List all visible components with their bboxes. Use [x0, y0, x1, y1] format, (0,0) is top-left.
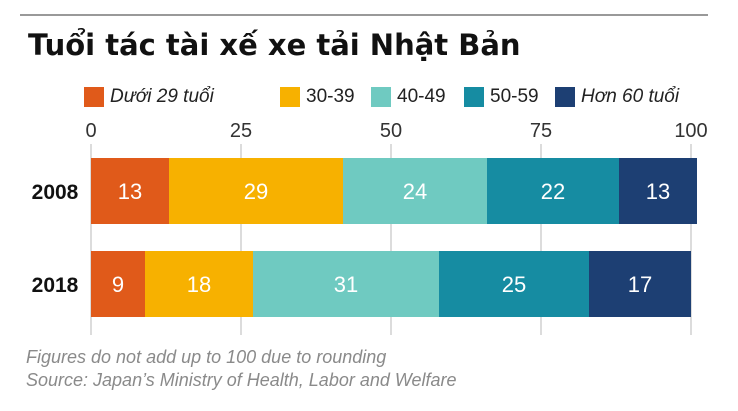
legend-item-over-60: Hơn 60 tuổi: [555, 86, 679, 108]
bar-segment: [343, 158, 487, 224]
data-label: 17: [628, 272, 652, 297]
x-tick-label: 50: [380, 120, 402, 142]
footnote-source: Source: Japan’s Ministry of Health, Labo…: [26, 370, 457, 390]
data-label: 18: [187, 272, 211, 297]
legend-swatch: [371, 87, 391, 107]
x-tick-label: 75: [530, 120, 552, 142]
data-label: 13: [646, 179, 670, 204]
x-tick-label: 25: [230, 120, 252, 142]
data-label: 25: [502, 272, 526, 297]
legend-swatch: [84, 87, 104, 107]
bar-segment: [253, 251, 439, 317]
legend-label: 30-39: [306, 86, 355, 107]
bar-segment: [145, 251, 253, 317]
legend-swatch: [464, 87, 484, 107]
chart-title: Tuổi tác tài xế xe tải Nhật Bản: [28, 28, 521, 62]
bar-segment: [439, 251, 589, 317]
legend-swatch: [280, 87, 300, 107]
bar-segment: [589, 251, 691, 317]
legend-item-40-49: 40-49: [371, 86, 446, 108]
bar-segment: [169, 158, 343, 224]
category-label: 2008: [32, 181, 79, 204]
legend-item-30-39: 30-39: [280, 86, 355, 108]
legend-item-50-59: 50-59: [464, 86, 539, 108]
category-label: 2018: [32, 274, 79, 297]
legend-label: 50-59: [490, 86, 539, 107]
legend-label: 40-49: [397, 86, 446, 107]
bar-segment: [91, 251, 145, 317]
legend-swatch: [555, 87, 575, 107]
footnote-rounding: Figures do not add up to 100 due to roun…: [26, 347, 387, 367]
legend-label: Hơn 60 tuổi: [581, 86, 680, 107]
legend-label: Dưới 29 tuổi: [110, 86, 214, 107]
data-label: 13: [118, 179, 142, 204]
x-tick-label: 0: [85, 120, 96, 142]
data-label: 9: [112, 272, 124, 297]
data-label: 24: [403, 179, 427, 204]
bar-segment: [91, 158, 169, 224]
top-rule: [20, 14, 708, 16]
data-label: 22: [541, 179, 565, 204]
data-label: 29: [244, 179, 268, 204]
bar-segment: [619, 158, 697, 224]
bar-segment: [487, 158, 619, 224]
data-label: 31: [334, 272, 358, 297]
x-tick-label: 100: [674, 120, 707, 142]
legend-item-under-29: Dưới 29 tuổi: [84, 86, 214, 108]
